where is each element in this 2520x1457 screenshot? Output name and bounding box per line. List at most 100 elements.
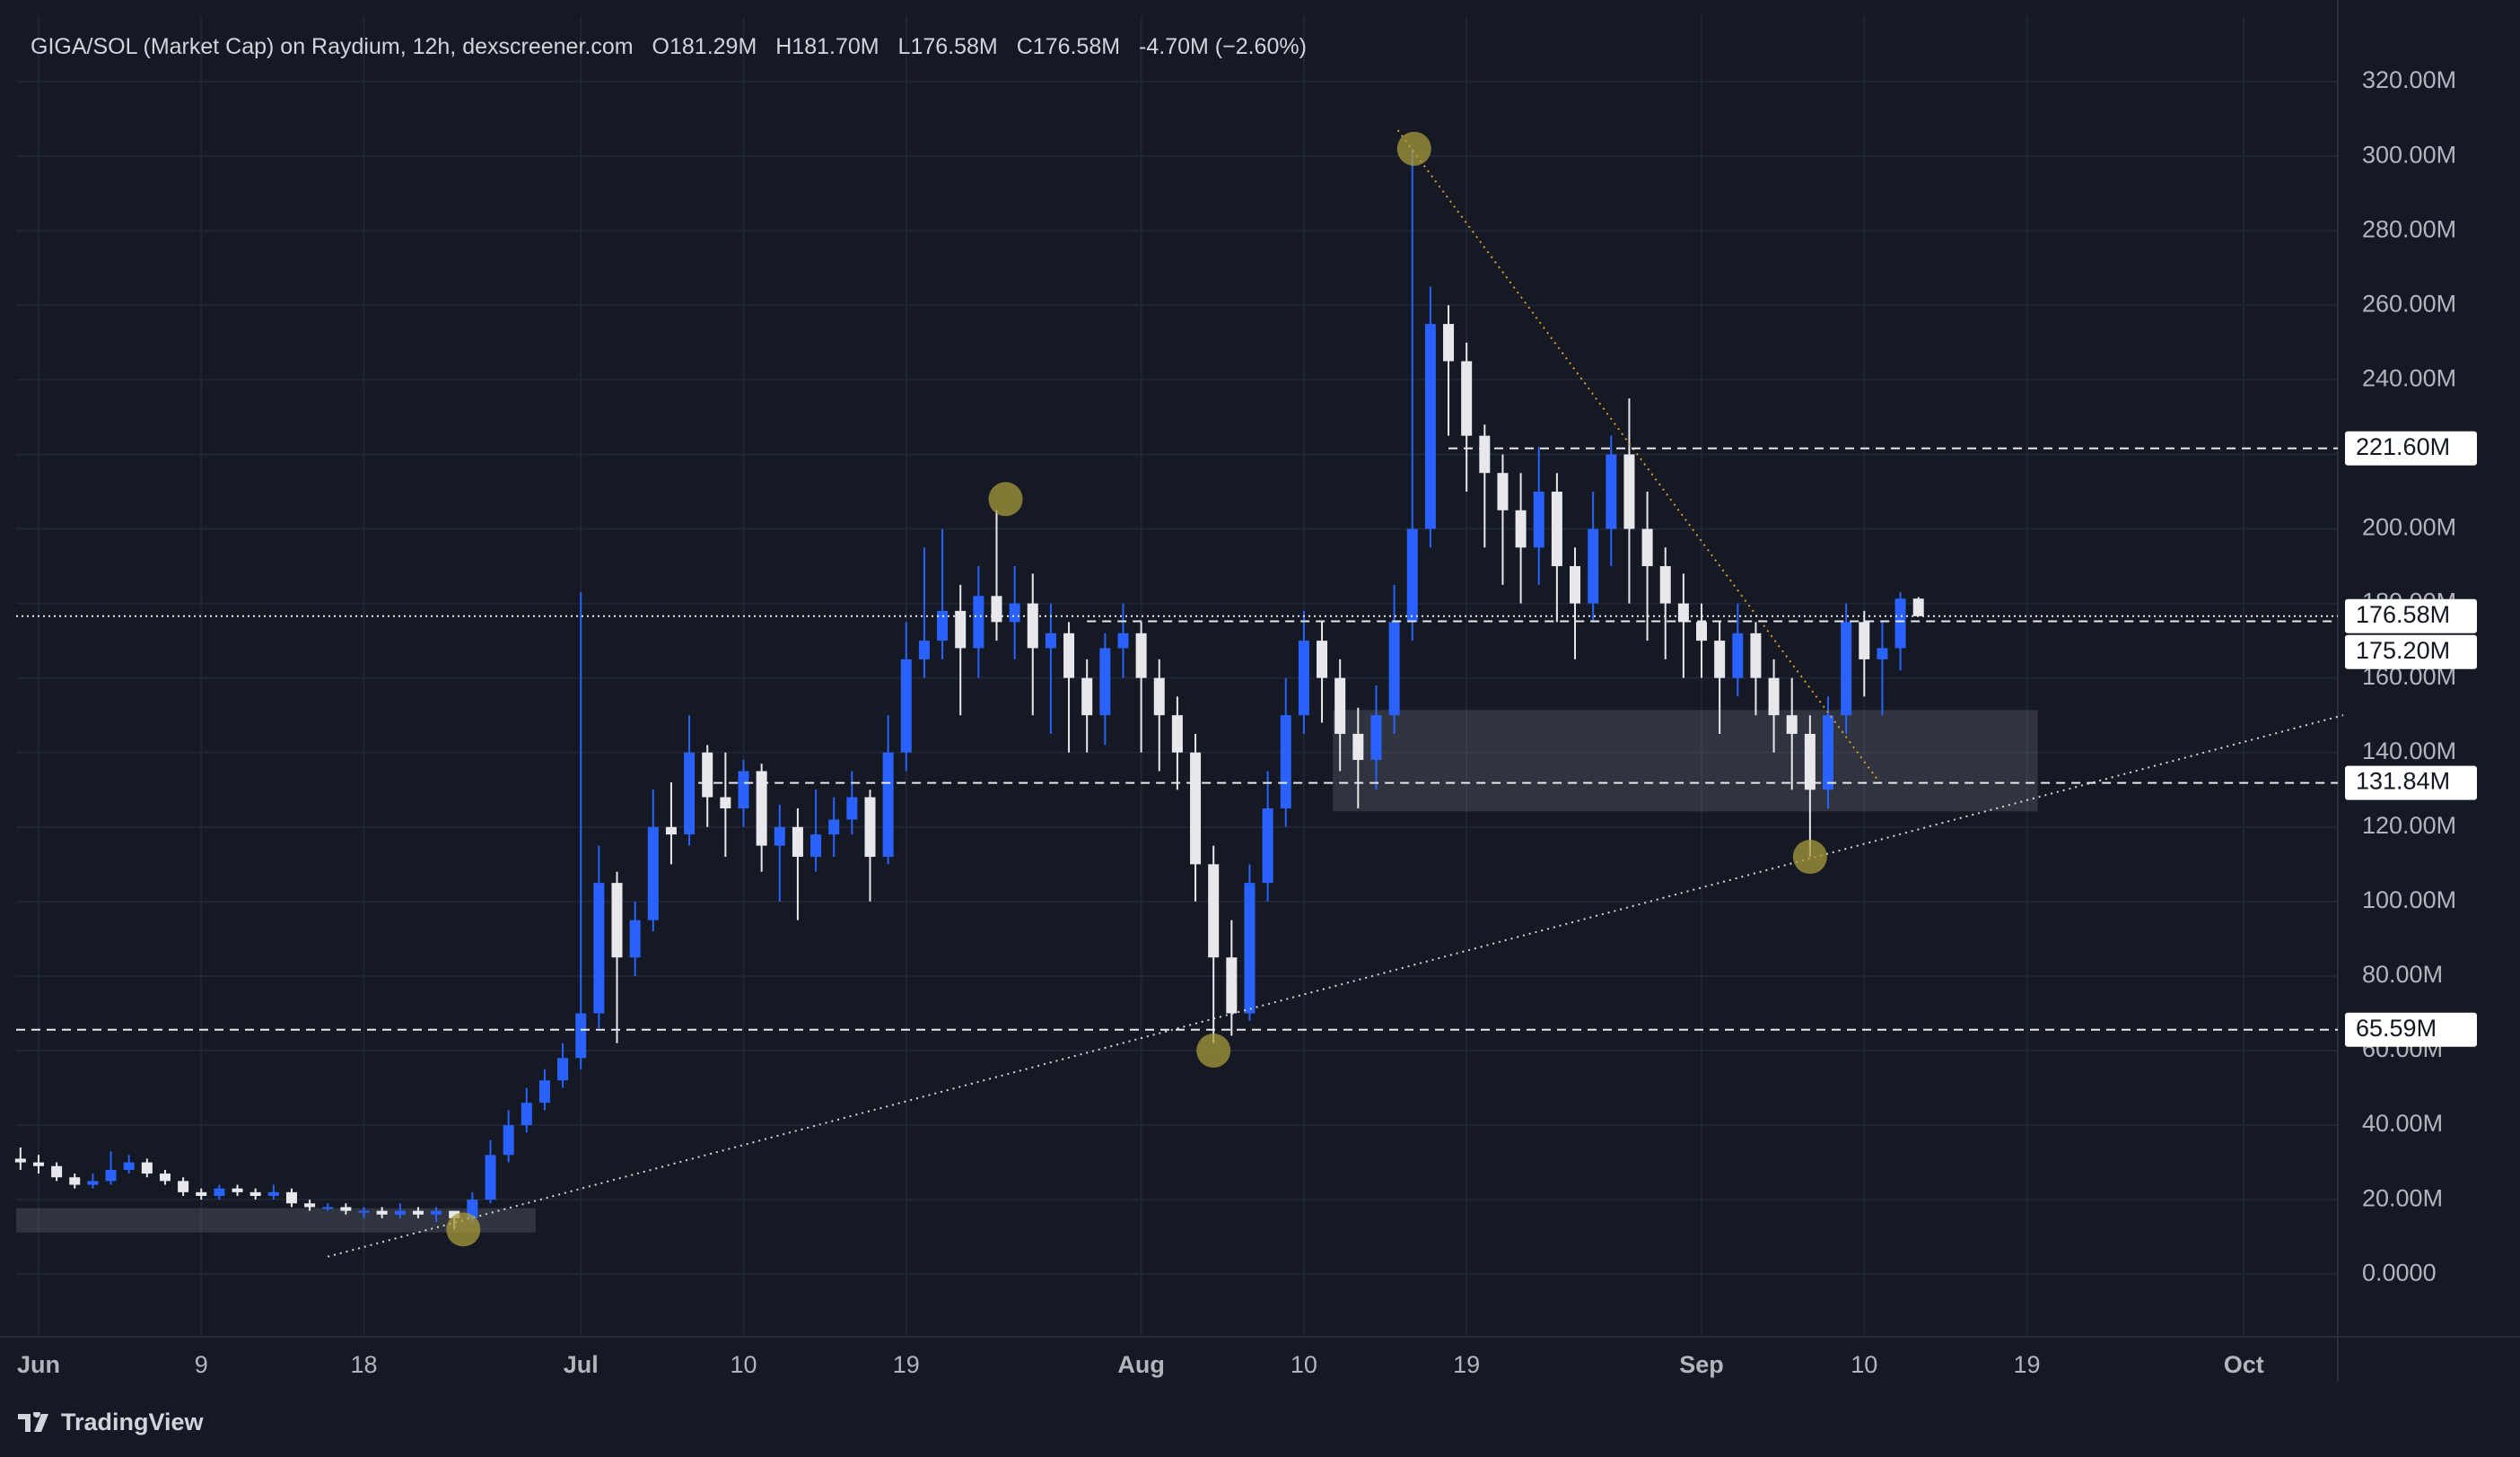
candle-body <box>1370 715 1382 761</box>
candle-body <box>1750 633 1762 678</box>
y-tick-label: 280.00M <box>2362 215 2456 242</box>
ohlc-low: L176.58M <box>897 34 998 59</box>
level-label-box <box>2345 1012 2477 1047</box>
candle-body <box>1551 491 1562 567</box>
candle-body <box>485 1155 496 1200</box>
y-tick-label: 80.00M <box>2362 961 2443 988</box>
candle-body <box>1659 566 1671 604</box>
candle-body <box>991 596 1002 623</box>
candle-body <box>973 596 984 649</box>
ohlc-change: -4.70M (−2.60%) <box>1139 34 1307 59</box>
candle-body <box>774 826 785 846</box>
candle-body <box>720 797 731 809</box>
candle-body <box>1208 864 1220 958</box>
pivot-marker <box>1396 131 1431 166</box>
logo <box>18 1411 48 1432</box>
level-label: 131.84M <box>2356 768 2450 795</box>
candle-body <box>846 797 858 820</box>
candle-body <box>69 1177 81 1185</box>
x-tick-label: 19 <box>2014 1351 2041 1378</box>
candle-body <box>394 1210 406 1215</box>
candle-body <box>322 1207 334 1209</box>
level-label-box <box>2345 765 2477 800</box>
candle-body <box>1768 677 1780 716</box>
candle-body <box>1153 677 1165 716</box>
candle-body <box>123 1162 135 1170</box>
candle-body <box>431 1210 442 1215</box>
candle-body <box>1877 648 1888 659</box>
candle-body <box>1696 622 1708 641</box>
y-tick-label: 0.0000 <box>2362 1259 2437 1286</box>
candle-body <box>792 826 803 858</box>
zone <box>1333 710 2038 812</box>
candle-body <box>557 1058 569 1081</box>
candle-body <box>232 1188 243 1192</box>
candle-body <box>1588 528 1599 604</box>
candle-body <box>1388 622 1400 716</box>
y-tick-label: 120.00M <box>2362 812 2456 839</box>
candle-body <box>1009 603 1020 623</box>
candle-body <box>1406 528 1418 623</box>
candle-body <box>249 1191 261 1196</box>
footer: TradingView <box>18 1409 204 1436</box>
candle-body <box>412 1210 424 1215</box>
candle-body <box>1461 361 1473 436</box>
candle-body <box>304 1203 316 1208</box>
candle-body <box>1099 648 1111 716</box>
candle-body <box>503 1125 514 1156</box>
candle-body <box>1859 622 1870 659</box>
ohlc-close: C176.58M <box>1016 34 1121 59</box>
candle-body <box>1623 454 1635 529</box>
candle-body <box>1804 733 1816 790</box>
level-label-box <box>2345 598 2477 633</box>
y-tick-label: 260.00M <box>2362 290 2456 317</box>
candle-body <box>376 1210 388 1215</box>
candle-body <box>105 1169 117 1182</box>
candle-body <box>1244 883 1256 1014</box>
candle-body <box>1606 454 1617 529</box>
candle-body <box>738 771 749 809</box>
candle-body <box>684 752 696 835</box>
y-tick-label: 200.00M <box>2362 514 2456 541</box>
candle-body <box>1677 603 1689 623</box>
y-tick-label: 300.00M <box>2362 141 2456 168</box>
candle-body <box>828 819 840 835</box>
candle-body <box>449 1210 460 1218</box>
candle-body <box>882 752 894 858</box>
level-label: 176.58M <box>2356 601 2450 628</box>
candle-body <box>1334 677 1346 734</box>
candle-body <box>1641 528 1653 567</box>
brand: TradingView <box>61 1409 204 1435</box>
candle-body <box>1515 510 1527 548</box>
candle-body <box>1352 733 1364 761</box>
candle-body <box>756 771 767 846</box>
symbol-title: GIGA/SOL (Market Cap) on Raydium, 12h, d… <box>31 34 634 59</box>
candle-body <box>1732 633 1744 678</box>
trendline <box>327 714 2344 1258</box>
level-label-box <box>2345 634 2477 669</box>
candle-body <box>1786 715 1798 734</box>
candle-body <box>702 752 713 798</box>
candle-body <box>159 1173 171 1182</box>
candle-body <box>1479 435 1491 474</box>
candle-body <box>1317 641 1328 678</box>
ohlc-open: O181.29M <box>652 34 757 59</box>
x-tick-label: Jul <box>564 1351 599 1378</box>
candle-body <box>1443 324 1455 362</box>
y-tick-label: 100.00M <box>2362 886 2456 913</box>
candle-body <box>1280 715 1291 809</box>
candle-body <box>1135 633 1147 678</box>
x-tick-label: Sep <box>1679 1351 1724 1378</box>
candle-body <box>810 834 822 858</box>
candle-body <box>14 1158 26 1163</box>
ohlc-high: H181.70M <box>775 34 879 59</box>
x-tick-label: 18 <box>351 1351 378 1378</box>
candle-body <box>51 1165 63 1178</box>
candle-body <box>647 826 659 920</box>
candle-body <box>900 659 912 753</box>
candle-body <box>1570 566 1581 604</box>
candle-body <box>285 1191 297 1204</box>
candle-body <box>611 883 623 958</box>
